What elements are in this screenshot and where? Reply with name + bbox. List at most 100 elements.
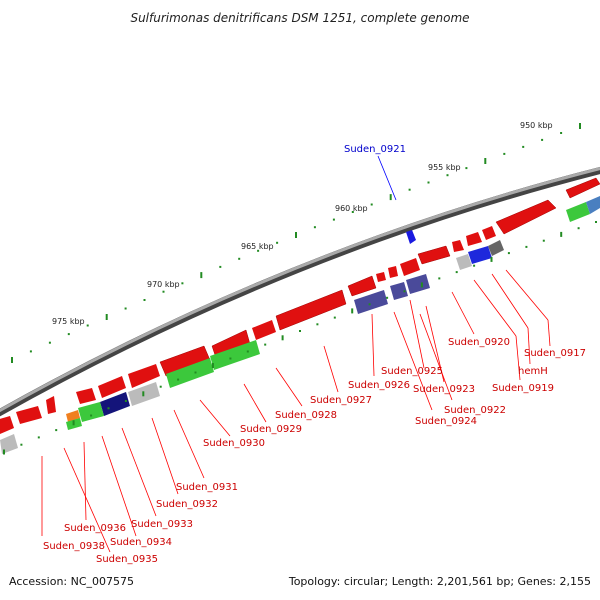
gene-label-suden-0923[interactable]: Suden_0923 — [413, 384, 475, 395]
cog-block[interactable] — [78, 402, 104, 422]
ruler-minor-tick — [370, 203, 373, 206]
gene-arrow[interactable] — [98, 376, 126, 398]
gene-arrow[interactable] — [347, 275, 377, 297]
cog-block[interactable] — [100, 392, 130, 416]
gene-arrow[interactable] — [128, 364, 160, 388]
gene-label-suden-0932[interactable]: Suden_0932 — [156, 499, 218, 510]
leader-line — [491, 273, 529, 329]
leader-line — [419, 313, 453, 401]
inner-track-tick — [438, 277, 441, 280]
ruler-minor-tick — [351, 211, 354, 213]
ruler-minor-tick — [465, 167, 468, 170]
ruler-label-955: 955 kbp — [428, 163, 461, 172]
gene-label-suden-0928[interactable]: Suden_0928 — [275, 410, 337, 421]
inner-track-tick — [420, 282, 423, 288]
gene-arrow[interactable] — [376, 272, 386, 282]
gene-label-suden-0926[interactable]: Suden_0926 — [348, 380, 410, 391]
gene-label-suden-0929[interactable]: Suden_0929 — [240, 424, 302, 435]
inner-track-tick — [333, 316, 336, 319]
gene-label-suden-0936[interactable]: Suden_0936 — [64, 523, 126, 534]
leader-lines — [41, 155, 551, 553]
gene-arrow[interactable] — [0, 416, 14, 434]
gene-label-suden-0924[interactable]: Suden_0924 — [415, 416, 477, 427]
ruler-major-tick — [200, 272, 203, 279]
cog-block[interactable] — [566, 202, 590, 222]
inner-track-tick — [90, 414, 93, 417]
genome-backbone — [0, 167, 600, 413]
ruler-minor-tick — [162, 290, 165, 293]
leader-line — [243, 383, 267, 423]
cog-block[interactable] — [390, 282, 408, 300]
ruler-minor-tick — [48, 341, 51, 344]
inner-track-tick — [577, 227, 580, 230]
map-title: Sulfurimonas denitrificans DSM 1251, com… — [130, 11, 469, 25]
genome-backbone-shadow — [0, 166, 600, 417]
gene-arrow[interactable] — [565, 177, 600, 199]
ruler-minor-tick — [124, 307, 127, 310]
gene-label-suden-0934[interactable]: Suden_0934 — [110, 537, 172, 548]
cog-track — [0, 196, 600, 454]
inner-track-tick — [177, 378, 180, 381]
gene-arrow[interactable] — [417, 245, 451, 265]
inner-track-tick — [211, 363, 214, 368]
cog-block[interactable] — [210, 340, 260, 370]
leader-line — [199, 399, 231, 437]
accession-text: Accession: NC_007575 — [9, 575, 134, 588]
gene-labels: Suden_0921 Suden_0920 Suden_0917 hemH Su… — [43, 144, 586, 565]
ruler-dots — [29, 132, 563, 353]
leader-line — [151, 417, 179, 495]
cog-block[interactable] — [488, 240, 504, 256]
ruler-labels: 950 kbp 955 kbp 960 kbp 965 kbp 970 kbp … — [52, 121, 553, 326]
inner-track-tick — [142, 391, 145, 397]
gene-label-suden-0933[interactable]: Suden_0933 — [131, 519, 193, 530]
cog-block[interactable] — [468, 246, 492, 264]
inner-track-tick — [246, 350, 249, 353]
leader-line-suden-0921 — [377, 155, 397, 201]
ruler-major-tick — [389, 194, 392, 201]
cog-block[interactable] — [586, 196, 600, 214]
gene-arrow[interactable] — [466, 232, 482, 246]
ruler-minor-tick — [257, 249, 260, 252]
gene-label-suden-0919[interactable]: Suden_0919 — [492, 383, 554, 394]
gene-arrow[interactable] — [452, 240, 464, 252]
inner-track-tick — [20, 443, 23, 446]
gene-label-suden-0931[interactable]: Suden_0931 — [176, 482, 238, 493]
cog-block[interactable] — [0, 434, 18, 454]
gene-marker-suden-0921[interactable] — [406, 230, 416, 244]
cog-block[interactable] — [354, 290, 388, 314]
inner-track-tick — [368, 303, 371, 306]
ruler-label-950: 950 kbp — [520, 121, 553, 130]
gene-label-suden-0938[interactable]: Suden_0938 — [43, 541, 105, 552]
gene-arrow[interactable] — [275, 289, 347, 331]
cog-block[interactable] — [406, 274, 430, 294]
gene-label-suden-0925[interactable]: Suden_0925 — [381, 366, 443, 377]
leader-line — [505, 269, 549, 321]
gene-label-hemh[interactable]: hemH — [518, 366, 548, 377]
gene-label-suden-0922[interactable]: Suden_0922 — [444, 405, 506, 416]
leader-line — [83, 441, 87, 521]
gene-label-suden-0935[interactable]: Suden_0935 — [96, 554, 158, 565]
gene-arrow[interactable] — [252, 320, 276, 340]
gene-label-suden-0930[interactable]: Suden_0930 — [203, 438, 265, 449]
gene-arrow[interactable] — [482, 226, 496, 240]
ruler-minor-tick — [238, 257, 241, 260]
inner-track-tick — [403, 290, 406, 293]
gene-arrow[interactable] — [76, 388, 96, 404]
inner-track-tick — [455, 271, 458, 274]
ruler-minor-tick — [143, 299, 146, 301]
gene-label-suden-0927[interactable]: Suden_0927 — [310, 395, 372, 406]
gene-arrow[interactable] — [400, 258, 420, 276]
gene-arrow[interactable] — [495, 199, 557, 235]
ruler-minor-tick — [181, 282, 184, 285]
gene-arrow[interactable] — [388, 266, 398, 278]
gene-arrow[interactable] — [46, 396, 56, 414]
gene-label-suden-0920[interactable]: Suden_0920 — [448, 337, 510, 348]
inner-track-tick — [3, 449, 5, 455]
cog-block[interactable] — [456, 254, 472, 270]
gene-arrow[interactable] — [16, 406, 42, 424]
gene-label-suden-0917[interactable]: Suden_0917 — [524, 348, 586, 359]
gene-label-suden-0921[interactable]: Suden_0921 — [344, 144, 406, 155]
ruler-minor-tick — [219, 265, 222, 268]
ruler-minor-tick — [503, 152, 506, 155]
